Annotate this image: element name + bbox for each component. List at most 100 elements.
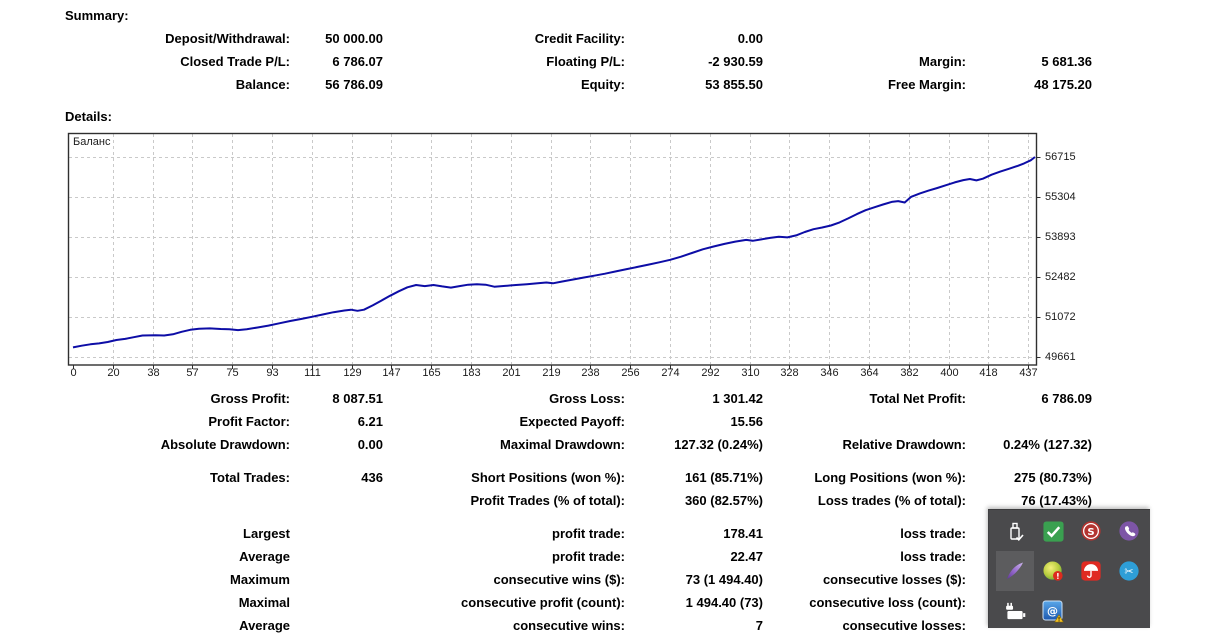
stat-label: Total Net Profit:: [869, 391, 966, 406]
stat-label: Largest: [243, 526, 290, 541]
summary-label: Equity:: [580, 77, 625, 92]
tray-icon-green-check[interactable]: [1034, 511, 1072, 551]
usb-eject-icon: [1010, 522, 1024, 541]
blue-x-icon: ✂: [1119, 561, 1139, 581]
x-axis-tick-label: 238: [581, 367, 600, 379]
stat-label: loss trade:: [900, 526, 966, 541]
connection-warning-icon: @: [1042, 600, 1064, 623]
tray-icon-antivirus-orb-warning[interactable]: [1034, 551, 1072, 591]
purple-feather-icon: [1007, 562, 1023, 579]
x-axis-tick-label: 75: [226, 367, 239, 379]
avira-umbrella-icon: [1081, 561, 1101, 581]
stat-value: 8 087.51: [332, 391, 383, 406]
stat-label: Profit Factor:: [208, 414, 290, 429]
stat-label: Maximal: [238, 595, 290, 610]
stat-label: Loss trades (% of total):: [817, 493, 966, 508]
y-axis-tick-label: 52482: [1045, 270, 1076, 283]
stat-row: Average consecutive wins: 7 consecutive los…: [65, 614, 1092, 637]
tray-icon-blue-x[interactable]: ✂: [1110, 551, 1148, 591]
stat-label: profit trade:: [552, 549, 625, 564]
stat-label: Long Positions (won %):: [814, 470, 966, 485]
tray-icon-viber-phone[interactable]: [1110, 511, 1148, 551]
x-axis-tick-label: 183: [462, 367, 481, 379]
stat-value: [290, 614, 383, 637]
stat-value: [290, 489, 383, 512]
summary-label: Margin:: [919, 54, 966, 69]
stat-label: Average: [239, 549, 290, 564]
x-axis-tick-label: 400: [940, 367, 959, 379]
x-axis-tick-label: 38: [147, 367, 160, 379]
y-axis-tick-label: 55304: [1045, 190, 1076, 203]
stat-label: profit trade:: [552, 526, 625, 541]
x-axis-tick-label: 274: [661, 367, 680, 379]
summary-label: Deposit/Withdrawal:: [165, 31, 290, 46]
y-axis-tick-label: 56715: [1045, 150, 1076, 163]
stat-value: [290, 522, 383, 545]
stat-value: 73 (1 494.40): [685, 572, 763, 587]
tray-icon-usb-eject[interactable]: [996, 511, 1034, 551]
stat-label: consecutive loss (count):: [809, 595, 966, 610]
svg-text:S: S: [1087, 527, 1094, 538]
stat-label: Expected Payoff:: [519, 414, 625, 429]
svg-text:@: @: [1047, 605, 1058, 618]
system-tray-popup: S ✂ @: [988, 509, 1150, 628]
tray-icon-avira-umbrella[interactable]: [1072, 551, 1110, 591]
stat-label: Gross Loss:: [549, 391, 625, 406]
stat-label: Average: [239, 618, 290, 633]
summary-value: 56 786.09: [325, 77, 383, 92]
stat-label: [763, 410, 966, 433]
stat-value: 127.32 (0.24%): [674, 437, 763, 452]
stat-value: [966, 410, 1092, 433]
statistics-section: Gross Profit: 8 087.51 Gross Loss: 1 301.42…: [65, 387, 1092, 637]
stat-label: Short Positions (won %):: [471, 470, 625, 485]
balance-chart-plot: [67, 132, 1041, 369]
stat-value: 1 301.42: [712, 391, 763, 406]
tray-icon-connection-warning[interactable]: @: [1034, 591, 1072, 631]
stat-row: Profit Trades (% of total): 360 (82.57%) L…: [65, 489, 1092, 512]
stat-value: 0.24% (127.32): [1003, 437, 1092, 452]
balance-chart: Баланс: [67, 132, 1043, 371]
stat-row: Maximal consecutive profit (count): 1 494.…: [65, 591, 1092, 614]
stat-row: Gross Profit: 8 087.51 Gross Loss: 1 301.42…: [65, 387, 1092, 410]
stat-value: 6.21: [357, 414, 383, 429]
summary-value: -2 930.59: [708, 54, 763, 69]
stat-label: Maximal Drawdown:: [500, 437, 625, 452]
summary-value: 0.00: [737, 31, 763, 46]
x-axis-tick-label: 165: [422, 367, 441, 379]
tray-icon-red-s-badge[interactable]: S: [1072, 511, 1110, 551]
stat-value: 178.41: [723, 526, 763, 541]
x-axis-tick-label: 256: [621, 367, 640, 379]
stat-label: Absolute Drawdown:: [160, 437, 290, 452]
stat-row: Total Trades: 436 Short Positions (won %):…: [65, 466, 1092, 489]
summary-row: Deposit/Withdrawal: 50 000.00 Credit Facil…: [65, 27, 1092, 50]
summary-label: Credit Facility:: [534, 31, 625, 46]
x-axis-tick-label: 292: [701, 367, 720, 379]
stat-value: 7: [755, 618, 763, 633]
svg-text:✂: ✂: [1124, 565, 1133, 578]
x-axis-tick-label: 310: [741, 367, 760, 379]
red-s-badge-icon: S: [1081, 521, 1101, 541]
x-axis-tick-label: 328: [780, 367, 799, 379]
stat-value: 76 (17.43%): [1021, 493, 1092, 508]
stat-label: Maximum: [230, 572, 290, 587]
x-axis-tick-label: 147: [382, 367, 401, 379]
stat-row: Profit Factor: 6.21 Expected Payoff: 15.56: [65, 410, 1092, 433]
x-axis-tick-label: 418: [979, 367, 998, 379]
summary-value: [966, 27, 1092, 50]
stat-value: 15.56: [730, 414, 763, 429]
stat-label: Profit Trades (% of total):: [470, 493, 625, 508]
x-axis-tick-label: 111: [304, 367, 321, 379]
y-axis-tick-label: 49661: [1045, 350, 1076, 363]
tray-icon-battery-plug[interactable]: [996, 591, 1034, 631]
stat-row: Largest profit trade: 178.41 loss trade:: [65, 522, 1092, 545]
stat-value: 1 494.40 (73): [685, 595, 763, 610]
stat-value: 161 (85.71%): [684, 470, 763, 485]
chart-series-label: Баланс: [73, 136, 111, 148]
stat-label: consecutive wins ($):: [493, 572, 625, 587]
summary-value: 48 175.20: [1034, 77, 1092, 92]
stat-row: Average profit trade: 22.47 loss trade:: [65, 545, 1092, 568]
stat-value: 436: [361, 470, 383, 485]
summary-label: Floating P/L:: [546, 54, 625, 69]
x-axis-tick-label: 382: [900, 367, 919, 379]
tray-icon-purple-feather[interactable]: [996, 551, 1034, 591]
